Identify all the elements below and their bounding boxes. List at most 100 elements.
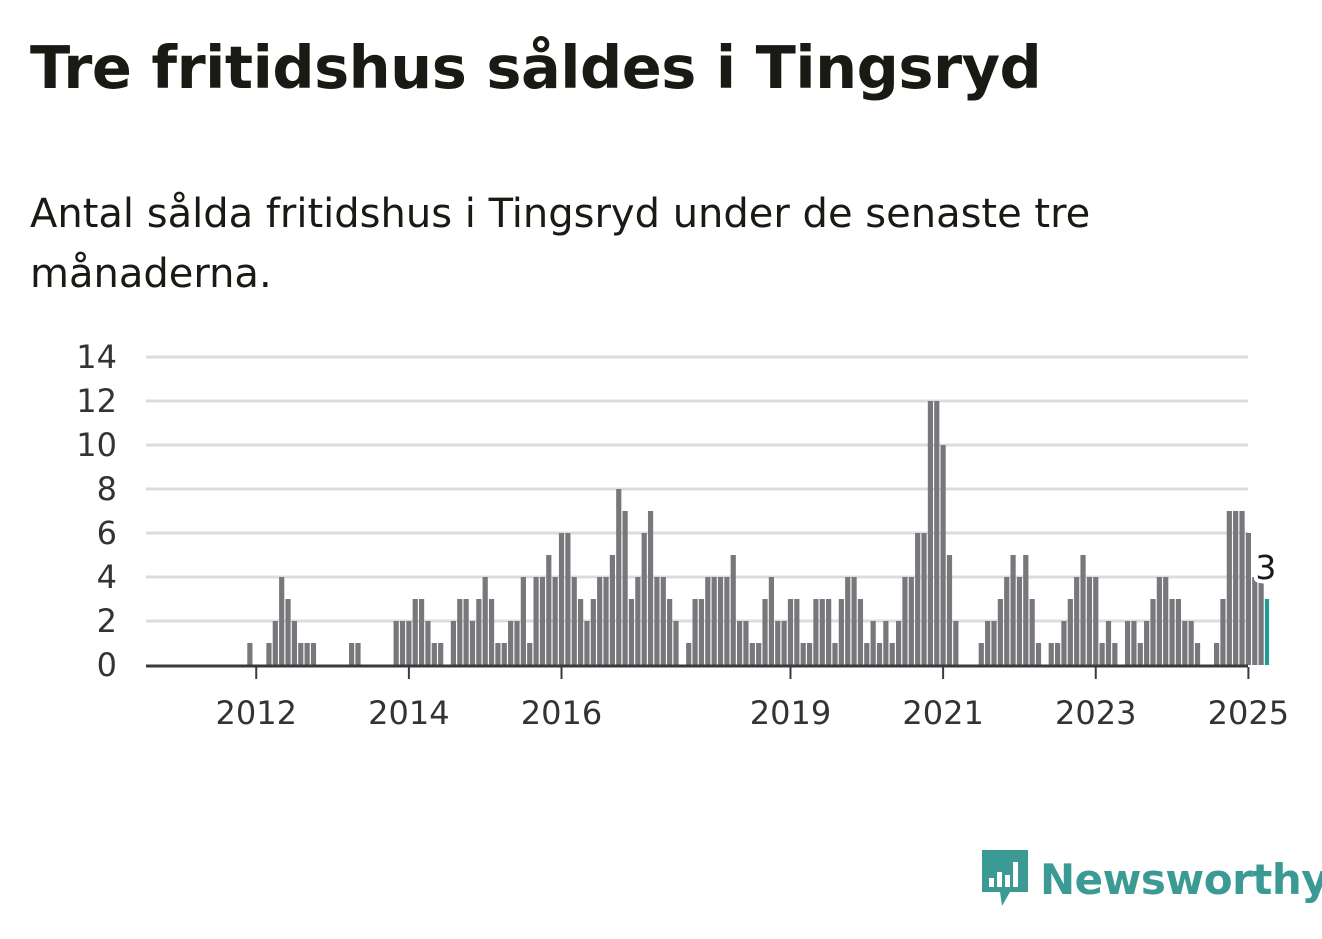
bar xyxy=(247,643,253,665)
bar xyxy=(1214,643,1220,665)
bar xyxy=(355,643,361,665)
last-value-label: 3 xyxy=(1255,548,1276,587)
bar xyxy=(508,621,514,665)
bar xyxy=(686,643,692,665)
bar xyxy=(705,577,711,665)
bar xyxy=(692,599,698,665)
y-tick-label: 14 xyxy=(76,338,117,376)
bar xyxy=(730,555,736,665)
bar xyxy=(876,643,883,665)
bar xyxy=(1220,599,1226,665)
bar xyxy=(927,401,933,665)
bar xyxy=(476,599,482,665)
bar xyxy=(514,621,520,665)
bar xyxy=(870,621,876,665)
bar xyxy=(285,599,291,665)
bar xyxy=(552,577,558,665)
y-tick-label: 6 xyxy=(97,514,117,552)
bar xyxy=(1226,511,1232,665)
bar xyxy=(1188,621,1194,665)
bar xyxy=(883,621,889,665)
bar xyxy=(571,577,577,665)
bar xyxy=(609,555,615,665)
x-tick-label: 2019 xyxy=(750,694,831,732)
bar xyxy=(272,621,278,665)
bar xyxy=(1080,555,1086,665)
bar xyxy=(603,577,609,665)
bar xyxy=(1004,577,1010,665)
bar xyxy=(393,621,399,665)
bar xyxy=(724,577,730,665)
bar xyxy=(737,621,743,665)
bar xyxy=(628,599,635,665)
bar-latest xyxy=(1264,599,1270,665)
bar xyxy=(1023,555,1029,665)
bar xyxy=(857,599,864,665)
bar xyxy=(266,643,272,665)
bar xyxy=(590,599,596,665)
x-tick-label: 2023 xyxy=(1055,694,1136,732)
bar xyxy=(584,621,590,665)
bar xyxy=(806,643,813,665)
bar xyxy=(641,533,647,665)
bar xyxy=(616,489,622,665)
bar xyxy=(832,643,838,665)
bar xyxy=(1163,577,1169,665)
bar xyxy=(1245,533,1251,665)
bar xyxy=(539,577,546,665)
x-tick-label: 2021 xyxy=(902,694,983,732)
bar xyxy=(406,621,412,665)
bar xyxy=(1194,643,1201,665)
bar xyxy=(1010,555,1016,665)
bar xyxy=(991,621,997,665)
bar xyxy=(482,577,488,665)
data-labels: 33 xyxy=(1251,544,1280,591)
bar xyxy=(558,533,565,665)
bar xyxy=(1124,621,1131,665)
bar xyxy=(1029,599,1035,665)
bar xyxy=(667,599,673,665)
x-axis-ticks: 2012 2014 2016 2019 2021 2023 2025 xyxy=(216,667,1289,732)
chart-subtitle: Antal sålda fritidshus i Tingsryd under … xyxy=(30,191,1091,297)
bar xyxy=(399,621,406,665)
bar xyxy=(1156,577,1162,665)
bar xyxy=(622,511,628,665)
y-axis-ticks: 0 2 4 6 8 10 12 14 xyxy=(76,338,117,684)
bar xyxy=(431,643,437,665)
bar xyxy=(635,577,641,665)
bar xyxy=(1105,621,1112,665)
bar xyxy=(1252,577,1258,665)
bar xyxy=(896,621,902,665)
bar xyxy=(902,577,908,665)
bar xyxy=(533,577,539,665)
bar xyxy=(1061,621,1067,665)
y-tick-label: 4 xyxy=(97,558,117,596)
newsworthy-logo-icon xyxy=(982,850,1028,906)
bar xyxy=(781,621,787,665)
bar xyxy=(775,621,781,665)
bar xyxy=(851,577,857,665)
bar xyxy=(647,511,654,665)
bar xyxy=(291,621,297,665)
bar xyxy=(501,643,507,665)
bar xyxy=(946,555,953,665)
y-tick-label: 10 xyxy=(76,426,117,464)
bar xyxy=(1182,621,1188,665)
bar xyxy=(800,643,806,665)
y-tick-label: 0 xyxy=(97,646,117,684)
bar xyxy=(743,621,749,665)
x-tick-label: 2025 xyxy=(1208,694,1289,732)
bar xyxy=(495,643,501,665)
bar xyxy=(953,621,959,665)
x-tick-label: 2016 xyxy=(521,694,602,732)
bar xyxy=(997,599,1003,665)
bar xyxy=(450,621,456,665)
bar xyxy=(1137,643,1143,665)
bar xyxy=(419,599,425,665)
bar xyxy=(819,599,825,665)
bar xyxy=(310,643,317,665)
bar xyxy=(1067,599,1073,665)
bar xyxy=(546,555,552,665)
bar xyxy=(527,643,533,665)
bar xyxy=(654,577,660,665)
